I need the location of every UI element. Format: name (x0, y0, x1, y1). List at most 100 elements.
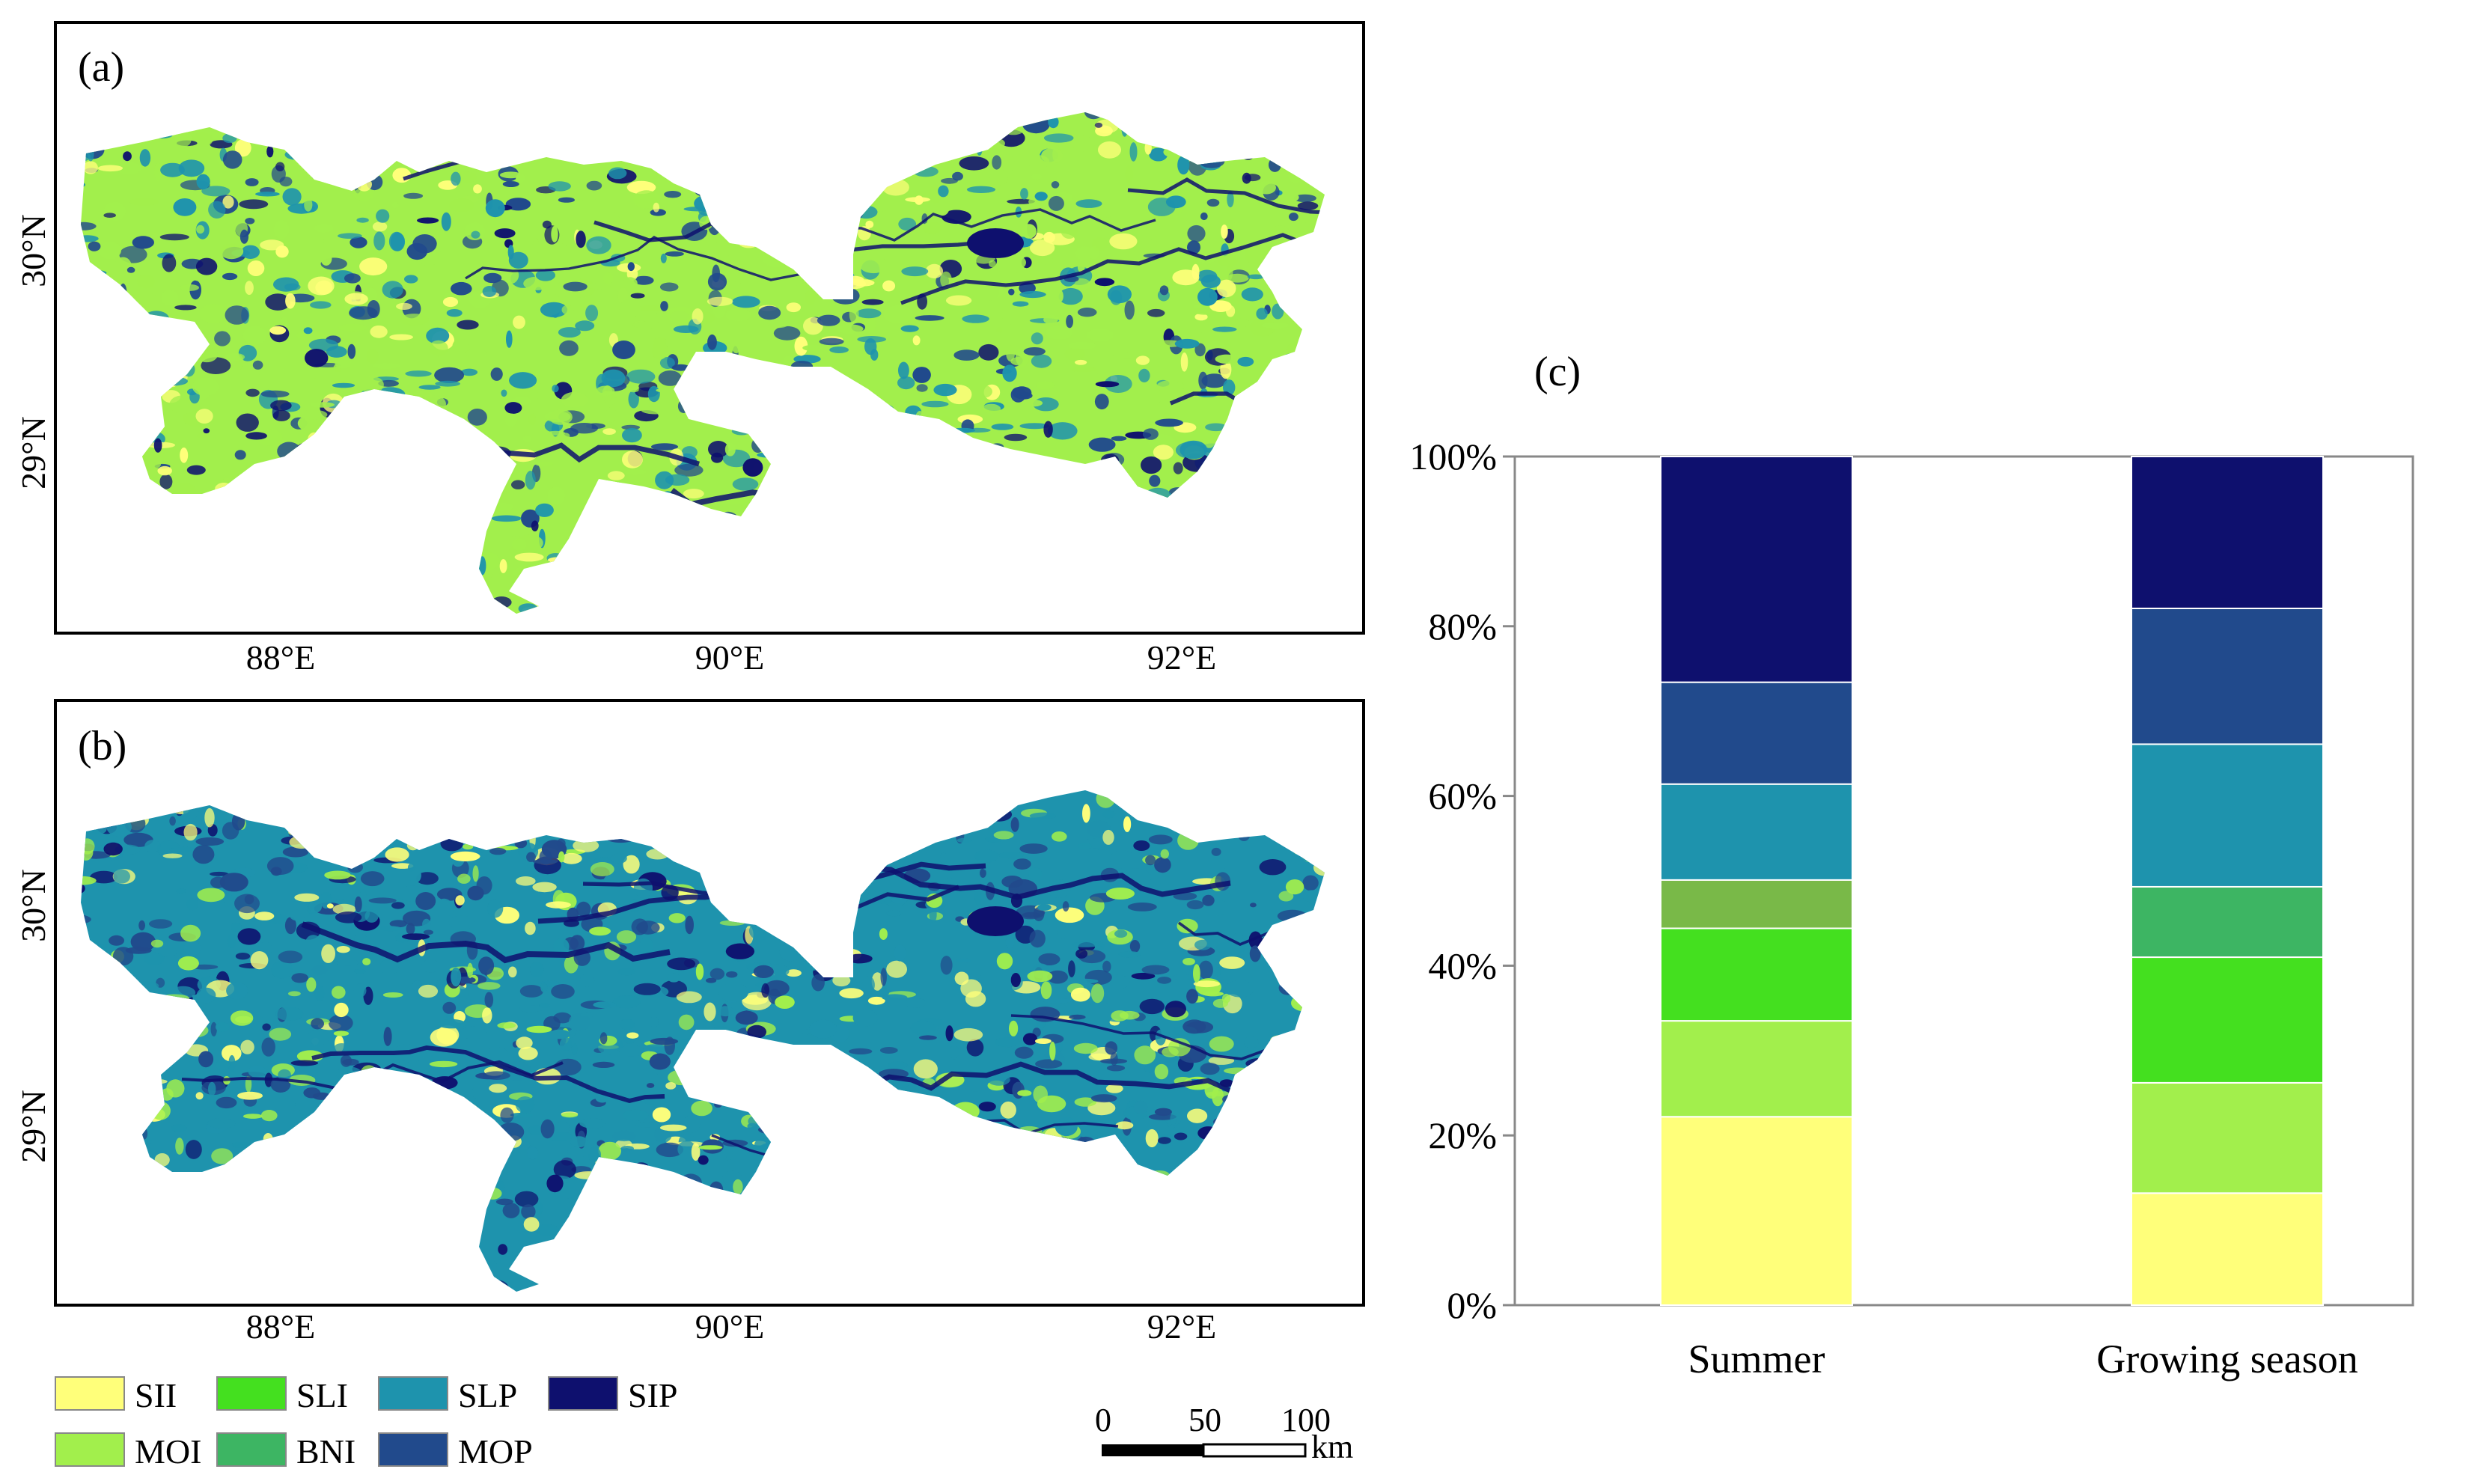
map-raster-patch (310, 301, 332, 309)
map-raster-patch (305, 349, 329, 367)
map-raster-patch (683, 207, 711, 212)
map-raster-patch (1200, 1063, 1220, 1075)
map-raster-patch (570, 1136, 588, 1148)
map-raster-patch (1182, 958, 1195, 965)
map-raster-patch (940, 271, 952, 289)
map-river-line (311, 1045, 665, 1104)
legend-swatch-mop (378, 1432, 448, 1467)
map-raster-patch (1237, 356, 1254, 367)
map-raster-patch (622, 1109, 649, 1121)
map-raster-patch (1191, 263, 1200, 280)
map-raster-patch (368, 897, 397, 904)
map-raster-patch (767, 319, 790, 329)
map-raster-patch (1064, 347, 1086, 361)
map-raster-patch (356, 217, 369, 223)
map-raster-patch (698, 1155, 709, 1165)
map-raster-patch (489, 847, 507, 855)
map-raster-patch (978, 343, 999, 361)
map-raster-patch (270, 400, 292, 412)
map-raster-patch (412, 1053, 433, 1058)
map-raster-patch (725, 308, 751, 321)
y-tick-label: 0% (1447, 1284, 1497, 1326)
map-raster-patch (407, 863, 415, 872)
map-raster-patch (81, 876, 97, 885)
map-raster-patch (394, 339, 406, 358)
y-tick-label: 40% (1428, 944, 1497, 986)
map-raster-patch (1154, 857, 1171, 873)
map-raster-patch (1006, 345, 1015, 361)
map-raster-patch (185, 1140, 202, 1159)
map-raster-patch (882, 994, 908, 1001)
map-raster-patch (607, 471, 625, 480)
map-raster-patch (227, 934, 236, 949)
map-river-line (301, 921, 671, 964)
map-raster-patch (1156, 380, 1185, 393)
map-raster-patch (612, 1130, 636, 1142)
map-raster-patch (499, 171, 522, 179)
map-raster-patch (567, 1146, 590, 1158)
map-raster-patch (732, 343, 740, 354)
map-raster-patch (237, 1091, 263, 1100)
map-raster-patch (1141, 965, 1170, 975)
map-raster-patch (389, 920, 407, 928)
map-raster-patch (495, 251, 508, 269)
map-raster-patch (670, 310, 689, 322)
scale-bar: 0 50 100 km (1095, 1402, 1353, 1465)
map-raster-patch (1223, 379, 1236, 396)
map-raster-patch (1014, 1046, 1034, 1059)
map-raster-patch (518, 1046, 538, 1060)
map-raster-patch (1202, 429, 1216, 448)
map-raster-patch (245, 178, 259, 186)
map-raster-patch (1004, 433, 1028, 442)
map-raster-patch (569, 1013, 590, 1031)
map-raster-patch (742, 1010, 751, 1022)
map-raster-patch (608, 212, 620, 227)
map-raster-patch (311, 965, 328, 975)
map-raster-patch (103, 842, 123, 856)
map-raster-patch (1082, 804, 1090, 823)
map-raster-patch (244, 894, 254, 905)
map-raster-patch (1194, 310, 1217, 315)
map-raster-patch (1211, 847, 1221, 856)
legend-swatch-sii (55, 1376, 125, 1411)
map-raster-patch (1009, 1020, 1019, 1036)
map-raster-patch (448, 915, 475, 930)
map-raster-patch (708, 441, 729, 458)
map-raster-patch (540, 302, 568, 318)
map-raster-patch (656, 312, 665, 317)
map-raster-patch (1034, 192, 1048, 201)
map-raster-patch (1029, 929, 1046, 948)
map-raster-patch (90, 870, 118, 884)
map-raster-patch (1218, 253, 1239, 267)
map-raster-patch (626, 369, 656, 384)
map-raster-patch (460, 368, 478, 376)
map-raster-patch (647, 385, 660, 403)
map-raster-patch (546, 901, 571, 909)
map-raster-patch (98, 242, 121, 260)
map-raster-patch (159, 233, 189, 241)
map-raster-patch (653, 202, 660, 213)
map-raster-patch (915, 315, 944, 321)
lon-tick-labels-a: 88°E 90°E 92°E (246, 638, 1217, 677)
map-raster-patch (235, 167, 249, 175)
map-raster-patch (508, 251, 528, 269)
map-raster-patch (261, 1037, 275, 1057)
map-raster-patch (482, 1007, 492, 1024)
map-raster-patch (546, 1174, 564, 1193)
map-raster-patch (259, 364, 285, 383)
map-raster-patch (996, 327, 1003, 333)
map-raster-patch (659, 1124, 687, 1132)
map-raster-patch (655, 471, 674, 489)
map-raster-patch (1245, 245, 1266, 265)
map-river-line (900, 233, 1303, 305)
map-raster-patch (234, 450, 246, 460)
bar-segment-sii-growing-season (2131, 1192, 2324, 1307)
map-raster-patch (460, 1026, 487, 1039)
map-raster-patch (558, 327, 581, 338)
map-raster-patch (1209, 1036, 1234, 1052)
bar-segment-mop-summer (1660, 681, 1853, 785)
map-raster-patch (548, 181, 571, 192)
map-raster-patch (660, 301, 668, 311)
map-raster-patch (819, 338, 844, 346)
map-raster-patch (1244, 1036, 1259, 1048)
